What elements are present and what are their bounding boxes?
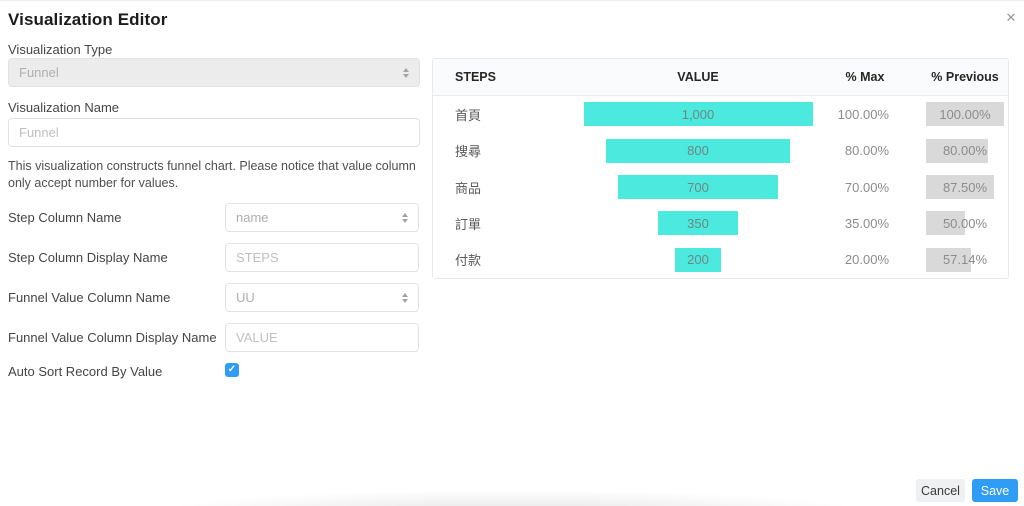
value-bar: 200 bbox=[675, 247, 721, 272]
step-cell: 訂單 bbox=[455, 216, 482, 232]
column-header-value: VALUE bbox=[677, 70, 719, 84]
modal-bottom-shadow bbox=[0, 488, 1024, 506]
step-column-name-label: Step Column Name bbox=[8, 210, 122, 225]
value-bar-track: 700 bbox=[584, 175, 813, 200]
pct-prev-bar bbox=[926, 138, 989, 163]
table-row: 訂單 350 35.00% 50.00% bbox=[433, 205, 1008, 241]
pct-prev-bar bbox=[926, 247, 971, 272]
pct-max-cell: 100.00% bbox=[837, 106, 889, 122]
pct-prev-bar bbox=[926, 175, 995, 200]
visualization-type-label: Visualization Type bbox=[8, 42, 113, 57]
pct-prev-label: 57.14% bbox=[942, 252, 988, 268]
pct-max-cell: 80.00% bbox=[844, 143, 889, 159]
step-cell: 付款 bbox=[455, 253, 482, 269]
value-cell: 800 bbox=[563, 138, 833, 163]
pct-prev-track: 50.00% bbox=[926, 211, 1004, 236]
auto-sort-checkbox[interactable] bbox=[225, 363, 239, 377]
pct-prev-bar bbox=[926, 102, 1004, 127]
value-cell: 350 bbox=[563, 211, 833, 236]
value-bar-track: 800 bbox=[584, 138, 813, 163]
select-arrows-icon bbox=[403, 67, 409, 78]
visualization-name-input[interactable] bbox=[8, 118, 420, 147]
step-column-name-value: name bbox=[236, 210, 269, 225]
funnel-table-body: 首頁 1,000 100.00% 100.00% 搜尋 800 80.0 bbox=[433, 96, 1008, 278]
step-cell: 首頁 bbox=[455, 107, 482, 123]
dialog-title: Visualization Editor bbox=[8, 10, 168, 29]
auto-sort-label: Auto Sort Record By Value bbox=[8, 364, 163, 379]
step-column-display-name-label: Step Column Display Name bbox=[8, 250, 168, 265]
close-icon[interactable]: ✕ bbox=[1005, 10, 1017, 25]
value-label: 800 bbox=[687, 143, 709, 159]
value-bar-track: 350 bbox=[584, 211, 813, 236]
table-row: 首頁 1,000 100.00% 100.00% bbox=[433, 96, 1008, 132]
value-bar: 1,000 bbox=[583, 102, 813, 127]
funnel-value-column-display-name-input[interactable] bbox=[225, 323, 419, 352]
value-label: 700 bbox=[687, 179, 709, 195]
visualization-type-value: Funnel bbox=[19, 65, 59, 80]
value-cell: 200 bbox=[563, 247, 833, 272]
funnel-value-column-name-select[interactable]: UU bbox=[225, 283, 419, 312]
funnel-value-column-name-label: Funnel Value Column Name bbox=[8, 290, 171, 305]
pct-prev-track: 80.00% bbox=[926, 138, 1004, 163]
pct-prev-label: 80.00% bbox=[942, 143, 988, 159]
value-cell: 700 bbox=[563, 175, 833, 200]
pct-prev-cell: 100.00% bbox=[897, 102, 1008, 127]
pct-prev-label: 87.50% bbox=[942, 179, 988, 195]
pct-max-cell: 70.00% bbox=[844, 179, 889, 195]
table-row: 付款 200 20.00% 57.14% bbox=[433, 242, 1008, 278]
step-cell: 商品 bbox=[455, 180, 482, 196]
funnel-preview-table: STEPS VALUE % Max % Previous 首頁 1,000 10… bbox=[432, 58, 1009, 279]
column-header-steps: STEPS bbox=[455, 70, 496, 84]
value-label: 1,000 bbox=[681, 106, 715, 122]
step-cell: 搜尋 bbox=[455, 144, 482, 160]
value-bar: 800 bbox=[606, 138, 790, 163]
column-header-pct-previous: % Previous bbox=[931, 70, 999, 84]
funnel-value-column-display-name-label: Funnel Value Column Display Name bbox=[8, 330, 217, 345]
step-column-display-name-input[interactable] bbox=[225, 243, 419, 272]
pct-prev-label: 50.00% bbox=[942, 215, 988, 231]
select-arrows-icon bbox=[402, 212, 408, 223]
value-bar: 350 bbox=[657, 211, 739, 236]
column-header-pct-max: % Max bbox=[845, 70, 885, 84]
table-row: 搜尋 800 80.00% 80.00% bbox=[433, 132, 1008, 168]
value-bar-track: 200 bbox=[584, 247, 813, 272]
value-label: 350 bbox=[687, 215, 709, 231]
funnel-value-column-name-value: UU bbox=[236, 290, 255, 305]
value-label: 200 bbox=[687, 252, 709, 268]
funnel-description: This visualization constructs funnel cha… bbox=[8, 159, 416, 190]
pct-prev-track: 57.14% bbox=[926, 247, 1004, 272]
table-header: STEPS VALUE % Max % Previous bbox=[433, 59, 1008, 96]
pct-prev-track: 87.50% bbox=[926, 175, 1004, 200]
pct-prev-bar bbox=[926, 211, 965, 236]
pct-prev-label: 100.00% bbox=[939, 106, 991, 122]
pct-max-cell: 20.00% bbox=[844, 252, 889, 268]
save-button[interactable]: Save bbox=[972, 479, 1018, 502]
pct-prev-cell: 87.50% bbox=[897, 175, 1008, 200]
visualization-name-label: Visualization Name bbox=[8, 100, 120, 115]
value-cell: 1,000 bbox=[563, 102, 833, 127]
pct-prev-cell: 50.00% bbox=[897, 211, 1008, 236]
pct-max-cell: 35.00% bbox=[844, 215, 889, 231]
table-row: 商品 700 70.00% 87.50% bbox=[433, 169, 1008, 205]
pct-prev-track: 100.00% bbox=[926, 102, 1004, 127]
select-arrows-icon bbox=[402, 292, 408, 303]
visualization-type-select[interactable]: Funnel bbox=[8, 58, 420, 87]
step-column-name-select[interactable]: name bbox=[225, 203, 419, 232]
cancel-button[interactable]: Cancel bbox=[916, 479, 965, 502]
pct-prev-cell: 80.00% bbox=[897, 138, 1008, 163]
value-bar-track: 1,000 bbox=[583, 102, 813, 127]
pct-prev-cell: 57.14% bbox=[897, 247, 1008, 272]
value-bar: 700 bbox=[617, 175, 779, 200]
